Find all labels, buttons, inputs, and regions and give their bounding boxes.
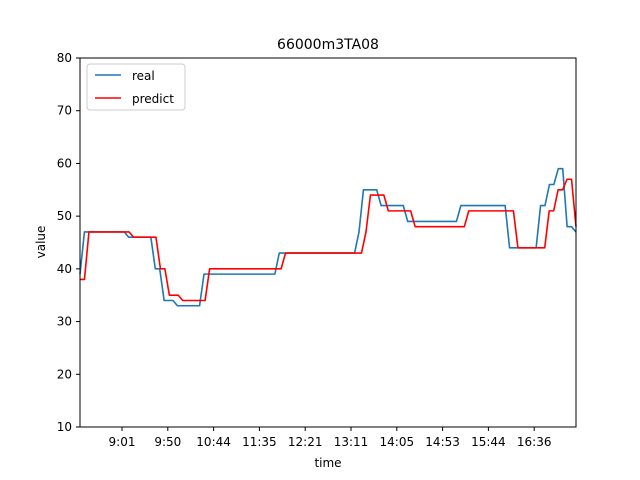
y-tick-label: 10 xyxy=(57,420,72,434)
legend: real predict xyxy=(86,63,186,111)
x-tick-label: 16:36 xyxy=(517,435,552,449)
x-tick-label: 9:01 xyxy=(109,435,136,449)
x-tick-label: 9:50 xyxy=(154,435,181,449)
chart-title: 66000m3TA08 xyxy=(277,37,379,53)
y-tick-label: 20 xyxy=(57,367,72,381)
x-tick-label: 14:05 xyxy=(380,435,415,449)
series-layer xyxy=(79,167,577,307)
y-tick-label: 30 xyxy=(57,315,72,329)
series-line-predict xyxy=(80,178,577,302)
y-tick-label: 70 xyxy=(57,104,72,118)
legend-label-predict: predict xyxy=(132,92,174,106)
x-axis: 9:01 9:50 10:44 11:35 12:21 13:11 14:05 14:53 15… xyxy=(109,427,552,449)
x-tick-label: 11:35 xyxy=(242,435,277,449)
x-tick-label: 14:53 xyxy=(425,435,460,449)
legend-label-real: real xyxy=(132,69,155,83)
y-axis-label: value xyxy=(34,226,48,259)
y-tick-label: 80 xyxy=(57,51,72,65)
axes-frame xyxy=(79,57,577,428)
x-tick-label: 12:21 xyxy=(288,435,323,449)
x-axis-label: time xyxy=(314,456,341,470)
plot-area xyxy=(79,57,577,428)
x-tick-label: 13:11 xyxy=(334,435,369,449)
y-tick-label: 60 xyxy=(57,156,72,170)
y-tick-label: 50 xyxy=(57,209,72,223)
y-axis: 10 20 30 40 50 60 70 80 xyxy=(57,51,80,434)
y-tick-label: 40 xyxy=(57,262,72,276)
x-tick-label: 10:44 xyxy=(196,435,231,449)
x-tick-label: 15:44 xyxy=(471,435,506,449)
